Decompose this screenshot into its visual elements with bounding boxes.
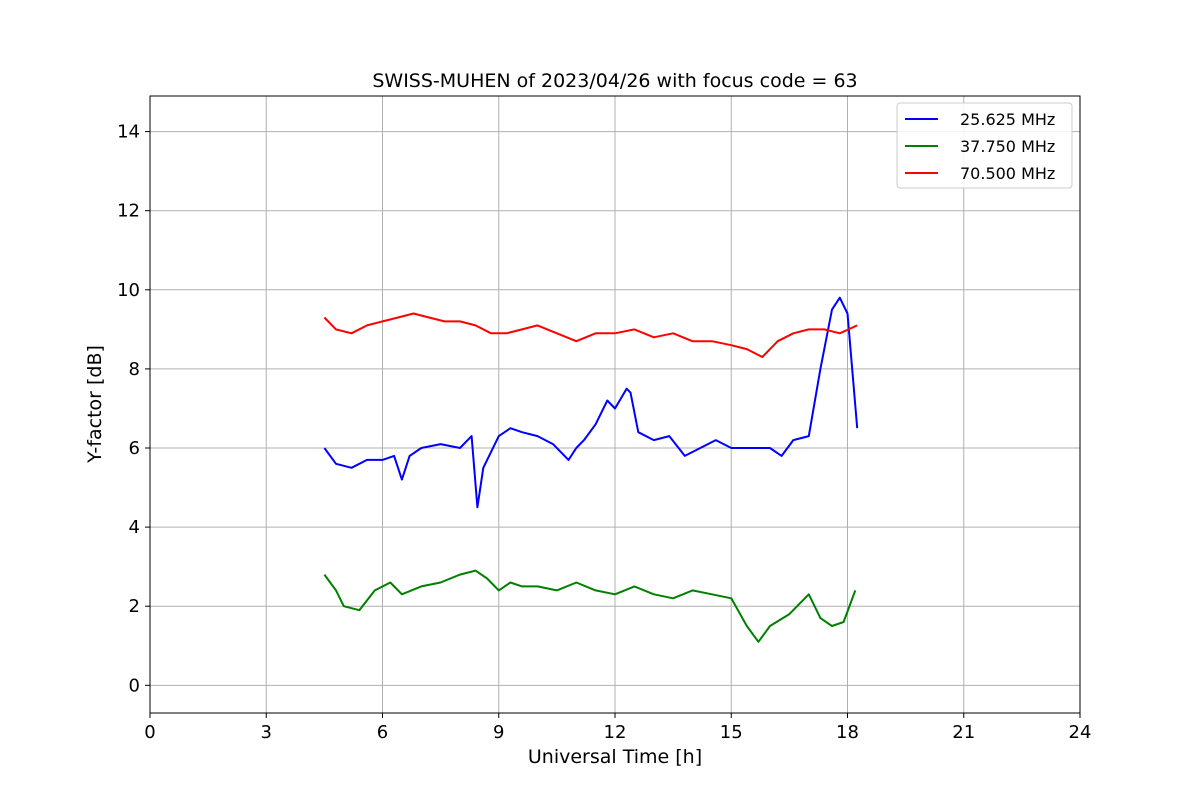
x-tick-label: 0 — [144, 722, 155, 743]
x-tick-label: 21 — [952, 722, 975, 743]
x-tick-label: 9 — [493, 722, 504, 743]
chart-title: SWISS-MUHEN of 2023/04/26 with focus cod… — [372, 70, 857, 92]
series-line-70-500-mhz — [323, 312, 858, 358]
y-tick-label: 10 — [117, 280, 140, 301]
series-line-37-750-mhz — [323, 569, 857, 643]
y-tick-label: 0 — [129, 675, 140, 696]
x-tick-label: 15 — [720, 722, 743, 743]
x-tick-label: 6 — [377, 722, 388, 743]
series-lines — [323, 296, 859, 643]
grid-lines — [149, 96, 1081, 713]
series-line-25-625-mhz — [323, 296, 859, 509]
x-tick-label: 12 — [604, 722, 627, 743]
y-tick-label: 6 — [129, 438, 140, 459]
legend-label: 37.750 MHz — [960, 137, 1055, 156]
y-tick-label: 2 — [129, 596, 140, 617]
x-axis-title: Universal Time [h] — [528, 746, 702, 768]
y-tick-label: 4 — [129, 517, 140, 538]
legend-label: 25.625 MHz — [960, 110, 1055, 129]
y-axis-title: Y-factor [dB] — [84, 345, 106, 464]
legend-label: 70.500 MHz — [960, 164, 1055, 183]
y-tick-label: 14 — [117, 122, 140, 143]
y-tick-label: 12 — [117, 201, 140, 222]
y-tick-label: 8 — [129, 359, 140, 380]
x-tick-label: 18 — [836, 722, 859, 743]
x-tick-label: 3 — [261, 722, 272, 743]
x-tick-label: 24 — [1069, 722, 1092, 743]
legend-box — [896, 102, 1073, 189]
legend: 25.625 MHz 37.750 MHz 70.500 MHz — [896, 102, 1073, 189]
